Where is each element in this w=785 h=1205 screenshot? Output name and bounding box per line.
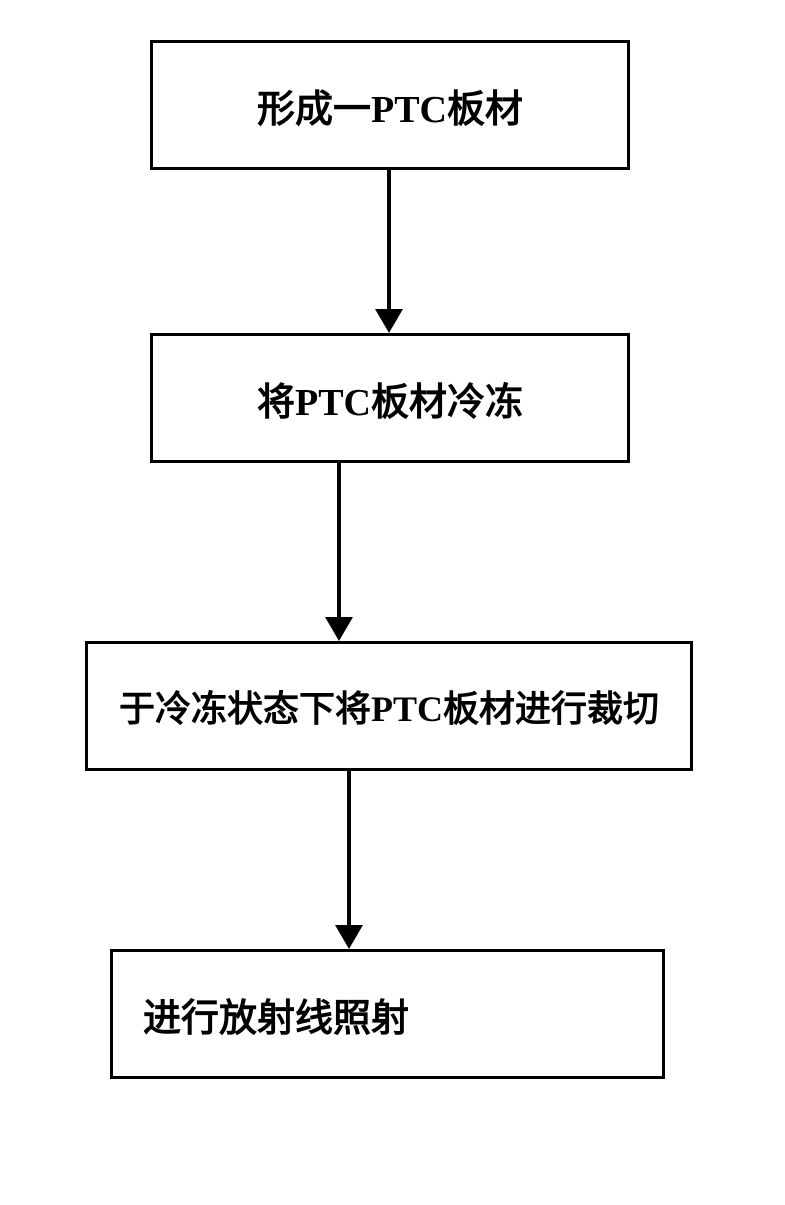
arrow-down-icon bbox=[325, 617, 353, 641]
flowchart-step-1: 形成一PTC板材 bbox=[150, 40, 630, 170]
arrow-3-container bbox=[45, 771, 653, 949]
flowchart-step-4: 进行放射线照射 bbox=[110, 949, 665, 1079]
arrow-2-container bbox=[35, 463, 643, 641]
flowchart-step-2: 将PTC板材冷冻 bbox=[150, 333, 630, 463]
arrow-line-icon bbox=[337, 463, 341, 618]
step-1-label: 形成一PTC板材 bbox=[257, 78, 523, 133]
flowchart-container: 形成一PTC板材 将PTC板材冷冻 于冷冻状态下将PTC板材进行裁切 进行放射线… bbox=[85, 40, 695, 1079]
step-2-label: 将PTC板材冷冻 bbox=[257, 371, 523, 426]
flowchart-step-3: 于冷冻状态下将PTC板材进行裁切 bbox=[85, 641, 693, 771]
arrow-line-icon bbox=[387, 170, 391, 310]
arrow-1 bbox=[375, 170, 403, 333]
arrow-down-icon bbox=[375, 309, 403, 333]
step-4-label: 进行放射线照射 bbox=[143, 987, 409, 1042]
arrow-3 bbox=[335, 771, 363, 949]
arrow-2 bbox=[325, 463, 353, 641]
step-3-label: 于冷冻状态下将PTC板材进行裁切 bbox=[119, 680, 659, 732]
arrow-line-icon bbox=[347, 771, 351, 926]
arrow-1-container bbox=[85, 170, 693, 333]
arrow-down-icon bbox=[335, 925, 363, 949]
